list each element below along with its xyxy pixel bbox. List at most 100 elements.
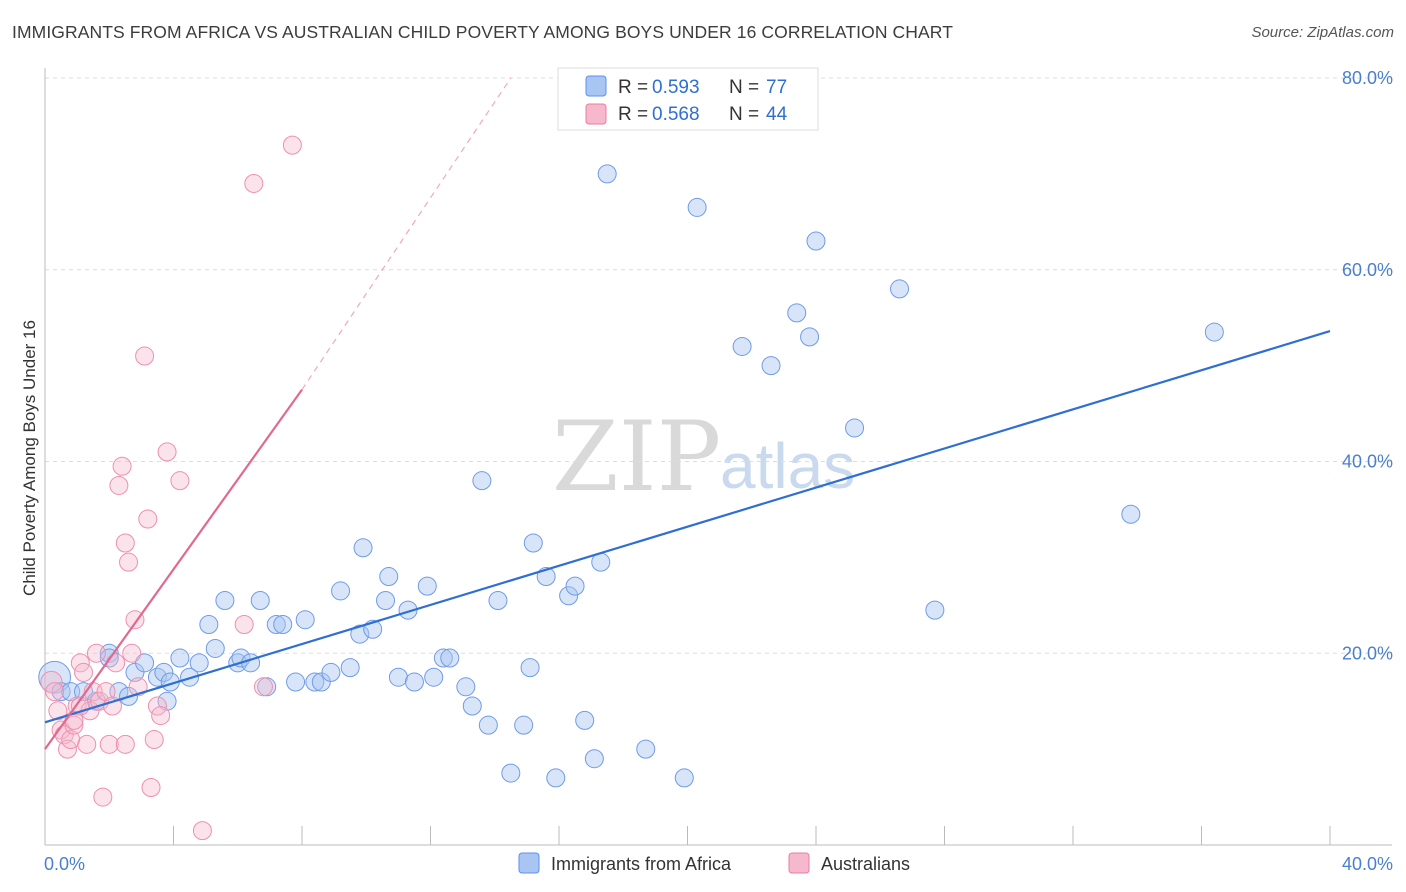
- point-australians: [282, 135, 302, 155]
- point-australians: [151, 706, 171, 726]
- point-immigrants: [241, 653, 261, 673]
- point-australians: [64, 715, 84, 735]
- axes: [44, 68, 1392, 846]
- point-immigrants: [575, 710, 595, 730]
- x-tick-label-min: 0.0%: [44, 854, 85, 874]
- y-tick-label: 20.0%: [1342, 643, 1393, 663]
- point-immigrants: [38, 660, 72, 694]
- point-immigrants: [266, 614, 286, 634]
- gridlines: [45, 77, 1392, 654]
- stats-legend-n-label-1: N =: [729, 77, 759, 98]
- point-immigrants: [350, 624, 370, 644]
- point-australians: [253, 677, 273, 697]
- point-immigrants: [1121, 504, 1141, 524]
- point-australians: [244, 173, 264, 193]
- watermark-zip: ZIP: [552, 401, 721, 513]
- series-legend: Immigrants from Africa Australians: [518, 852, 910, 874]
- point-australians: [192, 821, 212, 841]
- stats-legend-n-label-2: N =: [729, 104, 759, 125]
- legend-swatch-immigrants: [518, 852, 540, 874]
- point-australians: [106, 653, 126, 673]
- point-australians: [99, 734, 119, 754]
- point-immigrants: [636, 739, 656, 759]
- stats-legend: R = 0.593 N = 77 R = 0.568 N = 44: [557, 67, 819, 131]
- point-immigrants: [125, 662, 145, 682]
- point-immigrants: [806, 231, 826, 251]
- point-immigrants: [559, 586, 579, 606]
- point-australians: [144, 730, 164, 750]
- point-immigrants: [295, 610, 315, 630]
- point-australians: [128, 677, 148, 697]
- point-australians: [170, 471, 190, 491]
- tick-labels: 20.0% 40.0% 60.0% 80.0% 0.0% 40.0%: [44, 68, 1393, 874]
- point-australians: [115, 533, 135, 553]
- point-immigrants: [433, 648, 453, 668]
- point-immigrants: [584, 749, 604, 769]
- legend-swatch-australians: [788, 852, 810, 874]
- point-australians: [45, 682, 65, 702]
- trend-line-immigrants: [44, 330, 1331, 724]
- point-australians: [122, 643, 142, 663]
- point-immigrants: [154, 662, 174, 682]
- chart-title: IMMIGRANTS FROM AFRICA VS AUSTRALIAN CHI…: [12, 22, 954, 42]
- point-immigrants: [51, 682, 71, 702]
- point-immigrants: [687, 197, 707, 217]
- point-immigrants: [890, 279, 910, 299]
- point-immigrants: [488, 591, 508, 611]
- point-immigrants: [674, 768, 694, 788]
- point-immigrants: [199, 614, 219, 634]
- point-immigrants: [231, 648, 251, 668]
- point-australians: [234, 614, 254, 634]
- legend-label-immigrants: Immigrants from Africa: [551, 854, 732, 874]
- trend-line-australians-extension: [301, 77, 512, 390]
- stats-legend-n-value-2: 44: [766, 104, 788, 125]
- point-immigrants: [472, 471, 492, 491]
- point-immigrants: [135, 653, 155, 673]
- point-immigrants: [800, 327, 820, 347]
- point-immigrants: [273, 614, 293, 634]
- point-immigrants: [787, 303, 807, 323]
- legend-label-australians: Australians: [821, 854, 910, 874]
- point-australians: [74, 662, 94, 682]
- point-australians: [93, 787, 113, 807]
- point-immigrants: [215, 591, 235, 611]
- point-australians: [77, 734, 97, 754]
- point-immigrants: [514, 715, 534, 735]
- stats-legend-r-label-2: R =: [618, 104, 648, 125]
- point-australians: [157, 442, 177, 462]
- point-immigrants: [340, 658, 360, 678]
- point-immigrants: [353, 538, 373, 558]
- point-immigrants: [546, 768, 566, 788]
- point-immigrants: [376, 591, 396, 611]
- point-immigrants: [417, 576, 437, 596]
- point-immigrants: [305, 672, 325, 692]
- point-immigrants: [331, 581, 351, 601]
- point-australians: [96, 682, 116, 702]
- point-immigrants: [462, 696, 482, 716]
- point-immigrants: [520, 658, 540, 678]
- point-immigrants: [311, 672, 331, 692]
- stats-legend-r-label-1: R =: [618, 77, 648, 98]
- point-australians: [138, 509, 158, 529]
- point-immigrants: [501, 763, 521, 783]
- point-australians: [115, 734, 135, 754]
- point-australians: [90, 691, 110, 711]
- point-immigrants: [379, 567, 399, 587]
- stats-legend-swatch-blue: [585, 75, 607, 97]
- point-immigrants: [565, 576, 585, 596]
- y-tick-label: 80.0%: [1342, 68, 1393, 88]
- x-tick-label-max: 40.0%: [1342, 854, 1393, 874]
- point-australians: [40, 670, 63, 694]
- point-immigrants: [321, 662, 341, 682]
- point-immigrants: [205, 638, 225, 658]
- point-immigrants: [286, 672, 306, 692]
- stats-legend-swatch-pink: [585, 103, 607, 125]
- series-australians-points: [40, 135, 302, 841]
- point-immigrants: [388, 667, 408, 687]
- point-immigrants: [404, 672, 424, 692]
- point-immigrants: [170, 648, 190, 668]
- stats-legend-r-value-2: 0.568: [652, 104, 700, 125]
- trend-lines: [44, 77, 1331, 750]
- point-australians: [141, 777, 161, 797]
